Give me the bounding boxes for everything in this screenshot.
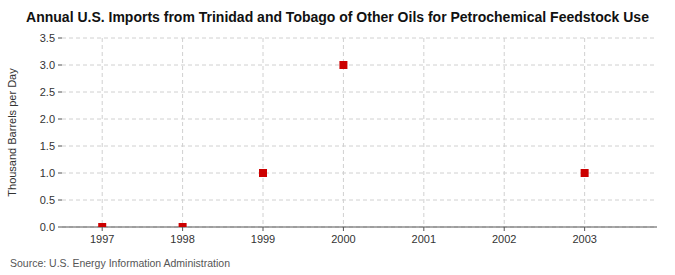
y-grid-line <box>62 119 657 120</box>
y-grid-line <box>62 227 657 228</box>
x-tick <box>423 227 424 231</box>
y-tick-label: 3.5 <box>40 32 55 44</box>
y-tick-label: 0.0 <box>40 221 55 233</box>
y-tick-label: 1.0 <box>40 167 55 179</box>
y-tick <box>58 227 62 228</box>
y-grid-line <box>62 92 657 93</box>
y-grid-line <box>62 146 657 147</box>
y-tick <box>58 173 62 174</box>
y-tick-label: 2.0 <box>40 113 55 125</box>
chart: 1997 1998 1999 2000 2001 2002 2003 0.0 0.5 1.0 1.5… <box>0 0 675 275</box>
y-grid-line <box>62 38 657 39</box>
x-grid-line <box>263 38 264 227</box>
x-tick-label: 2000 <box>331 233 355 245</box>
y-tick-label: 3.0 <box>40 59 55 71</box>
chart-container: 1997 1998 1999 2000 2001 2002 2003 0.0 0.5 1.0 1.5… <box>0 0 675 275</box>
x-tick-label: 2002 <box>492 233 516 245</box>
point <box>259 169 267 177</box>
grid <box>62 38 657 227</box>
y-axis-label: Thousand Barrels per Day <box>6 68 18 197</box>
y-tick-label: 2.5 <box>40 86 55 98</box>
x-tick <box>263 227 264 231</box>
y-tick <box>58 119 62 120</box>
x-tick <box>584 227 585 231</box>
title: Annual U.S. Imports from Trinidad and To… <box>26 9 649 25</box>
x-axis-line <box>62 227 657 228</box>
y-grid-line <box>62 200 657 201</box>
x-grid-line <box>182 38 183 227</box>
y-tick <box>58 146 62 147</box>
y-tick <box>58 38 62 39</box>
y-tick <box>58 200 62 201</box>
point <box>339 61 347 69</box>
y-tick-label: 0.5 <box>40 194 55 206</box>
x-grid-line <box>504 38 505 227</box>
x-tick <box>343 227 344 231</box>
x-tick-label: 2003 <box>572 233 596 245</box>
point <box>581 169 589 177</box>
y-tick <box>58 92 62 93</box>
y-grid-line <box>62 173 657 174</box>
point <box>98 223 106 227</box>
x-tick <box>504 227 505 231</box>
y-tick <box>58 65 62 66</box>
x-tick-label: 1999 <box>251 233 275 245</box>
x-tick-label: 1998 <box>170 233 194 245</box>
y-grid-line <box>62 65 657 66</box>
point <box>179 223 187 227</box>
x-grid-line <box>423 38 424 227</box>
annotation: Source: U.S. Energy Information Administ… <box>10 257 230 269</box>
y-tick-label: 1.5 <box>40 140 55 152</box>
x-grid-line <box>102 38 103 227</box>
x-tick-label: 2001 <box>412 233 436 245</box>
points <box>98 61 588 227</box>
x-tick-label: 1997 <box>90 233 114 245</box>
x-grid-line <box>584 38 585 227</box>
x-tick <box>102 227 103 231</box>
x-tick <box>182 227 183 231</box>
